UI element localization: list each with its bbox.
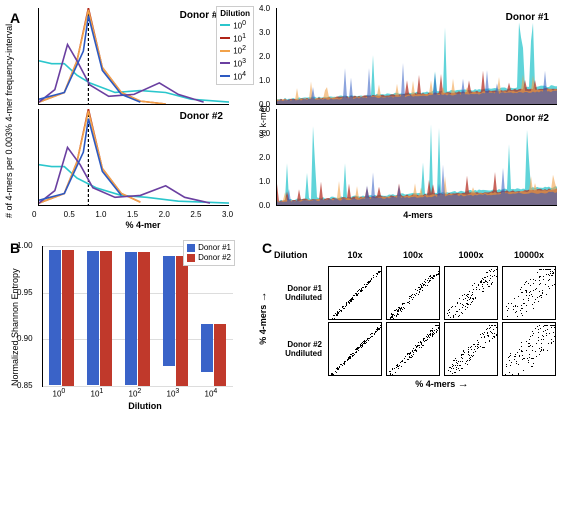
bar (100, 251, 112, 386)
bar-group (163, 256, 188, 386)
legend-item: 100 (220, 19, 250, 32)
scatter-cell (502, 322, 556, 376)
scatter-cell (502, 266, 556, 320)
scatter-cell (328, 266, 382, 320)
ytick: 4.0 (259, 105, 270, 114)
xtick: 3.0 (222, 210, 233, 219)
panel-a-right: % k-mer Donor #10.01.02.03.04.0Donor #20… (260, 8, 560, 230)
bar (49, 250, 61, 385)
bar-legend: Donor #1Donor #2 (183, 240, 235, 266)
xtick: 104 (205, 388, 218, 399)
panel-c-ylabel: % 4-mers → (257, 291, 269, 345)
scatter-cell (444, 322, 498, 376)
panel-b-ylabel: Normalized Shannon Entropy (10, 268, 20, 386)
legend-item: 103 (220, 57, 250, 70)
ytick: 4.0 (259, 4, 270, 13)
scatter-row-header: Donor #1Undiluted (274, 266, 324, 320)
xtick: 2.0 (159, 210, 170, 219)
bar (62, 250, 74, 386)
panel-a-right-xlabel: 4-mers (276, 210, 560, 220)
area-subplot: Donor #20.01.02.03.04.0 (276, 109, 557, 206)
xtick: 100 (53, 388, 66, 399)
bar-chart: 0.850.900.951.00100101102103104Donor #1D… (42, 246, 233, 387)
bar (163, 256, 175, 366)
legend-item: 104 (220, 70, 250, 83)
scatter-col-header: 10x (328, 250, 382, 264)
ytick: 1.00 (17, 241, 33, 250)
bar-group (125, 252, 150, 386)
bar (176, 256, 188, 386)
ytick: 2.0 (259, 52, 270, 61)
ytick: 0.90 (17, 334, 33, 343)
bar-group (49, 250, 74, 386)
density-subplot: Donor #1 (38, 8, 229, 105)
area-subplot: Donor #10.01.02.03.04.0 (276, 8, 557, 105)
bar (138, 252, 150, 386)
bar (214, 324, 226, 386)
bar-group (201, 324, 226, 386)
ytick: 1.0 (259, 76, 270, 85)
scatter-row-header: Donor #2Undiluted (274, 322, 324, 376)
panel-c-xlabel: % 4-mers → (324, 378, 560, 390)
xtick: 102 (129, 388, 142, 399)
scatter-cell (386, 322, 440, 376)
xtick: 1.0 (95, 210, 106, 219)
panel-a-left: A # of 4-mers per 0.003% 4-mer frequency… (8, 8, 248, 230)
dilution-legend: Dilution 100101102103104 (216, 6, 254, 85)
panel-a-left-ylabel: # of 4-mers per 0.003% 4-mer frequency-i… (4, 24, 14, 218)
bar (125, 252, 137, 385)
scatter-cell (328, 322, 382, 376)
scatter-col-header: 10000x (502, 250, 556, 264)
xtick: 2.5 (190, 210, 201, 219)
xtick: 103 (167, 388, 180, 399)
legend-items: 100101102103104 (220, 19, 250, 82)
legend-title: Dilution (220, 9, 250, 18)
bar (201, 324, 213, 372)
ytick: 0.95 (17, 288, 33, 297)
xtick: 1.5 (127, 210, 138, 219)
scatter-col-header: 100x (386, 250, 440, 264)
panel-label-c: C (262, 240, 272, 256)
density-subplot: Donor #2 (38, 109, 229, 206)
panel-a-left-subplots: Donor #1Donor #20 0.5 1.0 1.5 2.0 2.5 3.0% 4-m… (8, 8, 248, 230)
ytick: 1.0 (259, 177, 270, 186)
ytick: 0.0 (259, 201, 270, 210)
xtick: 0 (32, 210, 36, 219)
bar-group (87, 251, 112, 386)
panel-b-xlabel: Dilution (42, 401, 248, 411)
panel-a-right-subplots: Donor #10.01.02.03.04.0Donor #20.01.02.0… (260, 8, 560, 220)
panel-b: B Normalized Shannon Entropy 0.850.900.9… (8, 238, 248, 411)
scatter-col-header: 1000x (444, 250, 498, 264)
figure: A # of 4-mers per 0.003% 4-mer frequency… (8, 8, 559, 411)
scatter-cell (386, 266, 440, 320)
legend-item: 101 (220, 32, 250, 45)
ytick: 2.0 (259, 153, 270, 162)
scatter-grid: Dilution 10x 100x 1000x 10000x Donor #1Undilu… (274, 250, 560, 376)
ytick: 3.0 (259, 28, 270, 37)
bar (87, 251, 99, 385)
scatter-cell (444, 266, 498, 320)
xtick: 101 (91, 388, 104, 399)
ytick: 0.85 (17, 381, 33, 390)
legend-item: 102 (220, 44, 250, 57)
xtick: 0.5 (64, 210, 75, 219)
scatter-corner-label: Dilution (274, 250, 324, 264)
panel-a-left-xlabel: % 4-mer (38, 220, 248, 230)
ytick: 3.0 (259, 129, 270, 138)
panel-c: C % 4-mers → Dilution10x100x1000x10000xD… (260, 238, 560, 411)
